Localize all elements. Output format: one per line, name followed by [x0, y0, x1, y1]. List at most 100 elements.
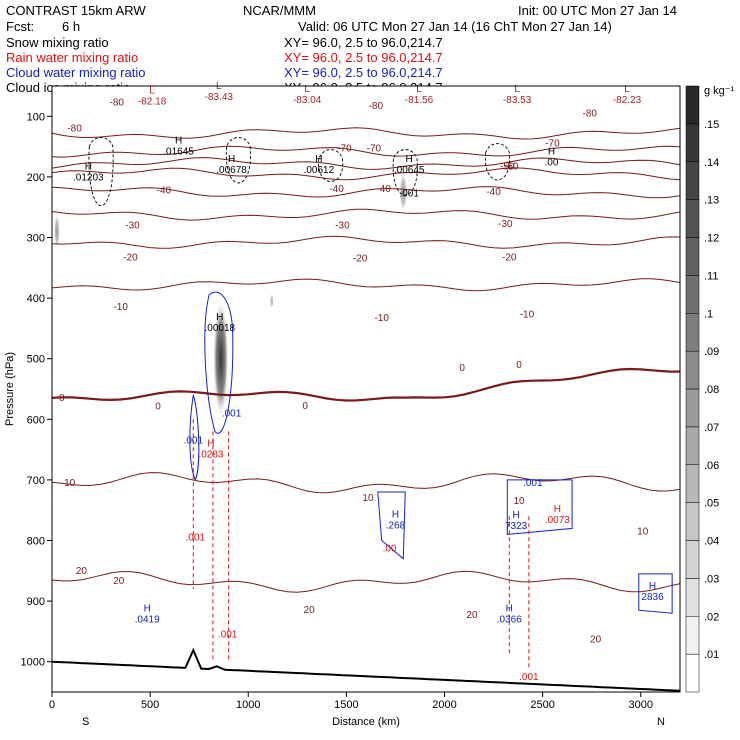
- colorbar-tick-label: .04: [704, 536, 719, 548]
- cloud-ice-contour: [225, 137, 251, 184]
- colorbar-tick-label: .14: [704, 157, 719, 169]
- colorbar-tick-label: .12: [704, 233, 719, 245]
- low-marker: L: [514, 84, 520, 95]
- plot-area: [52, 86, 680, 692]
- high-marker: H: [144, 603, 151, 614]
- contour-label: -10: [374, 313, 389, 324]
- contour-label: 0: [516, 360, 522, 371]
- contour-label: -80: [110, 97, 125, 108]
- contour-line: [51, 145, 681, 158]
- contour-label: 20: [590, 634, 602, 645]
- colorbar-segment: [685, 502, 700, 541]
- colorbar-tick-label: .01: [704, 649, 719, 661]
- low-marker: L: [216, 81, 222, 92]
- value-label: .001: [523, 478, 543, 489]
- colorbar-tick-label: .02: [704, 611, 719, 623]
- marker-value: .01203: [73, 173, 104, 184]
- colorbar-tick-label: .08: [704, 384, 719, 396]
- colorbar-tick-label: .15: [704, 119, 719, 131]
- contour-line: [51, 278, 681, 292]
- marker-value: .01645: [163, 147, 194, 158]
- marker-value: .00645: [394, 165, 425, 176]
- value-label: .001: [184, 436, 204, 447]
- contour-label: 10: [637, 526, 649, 537]
- contour-line: [51, 167, 681, 181]
- marker-value: .00018: [204, 323, 235, 334]
- contour-label: 10: [64, 478, 76, 489]
- colorbar-tick-label: .07: [704, 422, 719, 434]
- marker-value: -82.18: [138, 96, 167, 107]
- colorbar-segment: [685, 350, 700, 390]
- marker-value: .00678: [216, 165, 247, 176]
- model-title: CONTRAST 15km ARW: [6, 3, 146, 18]
- colorbar-tick-label: .1: [704, 308, 713, 320]
- y-tick-label: 700: [27, 475, 45, 487]
- moisture-contours: [88, 137, 673, 668]
- init-time: Init: 00 UTC Mon 27 Jan 14: [518, 3, 677, 18]
- contour-label: -50: [504, 162, 519, 173]
- marker-value: .0073: [545, 515, 570, 526]
- marker-value: -82.23: [613, 95, 642, 106]
- marker-value: .268: [386, 520, 406, 531]
- temperature-contours: [51, 127, 681, 692]
- plot-frame: [51, 85, 681, 693]
- contour-label: -20: [123, 253, 138, 264]
- high-marker: H: [315, 154, 322, 165]
- high-marker: H: [649, 581, 656, 592]
- contour-label: 20: [76, 566, 88, 577]
- center-title: NCAR/MMM: [243, 3, 316, 18]
- colorbar-tick-label: .11: [704, 270, 718, 282]
- marker-value: .0283: [198, 450, 223, 461]
- high-marker: H: [216, 312, 223, 323]
- high-marker: H: [406, 154, 413, 165]
- contour-label: -40: [486, 187, 501, 198]
- colorbar-unit: g kg⁻¹: [704, 85, 735, 97]
- x-tick-label: 3000: [629, 699, 653, 711]
- contour-label: -80: [67, 123, 82, 134]
- y-axis-label: Pressure (hPa): [4, 352, 16, 426]
- contour-label: 0: [59, 393, 65, 404]
- colorbar-tick-label: .09: [704, 346, 719, 358]
- contour-label: -20: [353, 254, 368, 265]
- contour-label: -30: [498, 219, 513, 230]
- field-snow-name: Snow mixing ratio: [6, 35, 109, 50]
- cloud-ice-contour: [88, 137, 114, 207]
- contour-line: [51, 208, 681, 221]
- contour-label: -50: [500, 162, 515, 173]
- valid-time: Valid: 06 UTC Mon 27 Jan 14 (16 ChT Mon …: [298, 19, 612, 34]
- north-label: N: [657, 716, 665, 728]
- contour-label: 20: [466, 610, 478, 621]
- low-marker: L: [624, 84, 630, 95]
- contour-label: -70: [545, 139, 560, 150]
- contour-label: 20: [304, 605, 316, 616]
- terrain-line: [51, 647, 681, 692]
- x-tick-label: 2500: [530, 699, 554, 711]
- fcst-value: 6 h: [62, 19, 80, 34]
- cloud-water-contour: [377, 491, 406, 560]
- contour-label: -40: [329, 184, 344, 195]
- contour-line: [51, 157, 681, 170]
- colorbar-segment: [685, 85, 700, 125]
- contour-line: [51, 472, 681, 494]
- x-tick-label: 0: [49, 699, 55, 711]
- cloud-water-contour: [204, 291, 234, 434]
- cloud-water-contour: [506, 479, 573, 535]
- field-cloudwater-name: Cloud water mixing ratio: [6, 65, 145, 80]
- extrema-markers: L-82.18L-83.43L-83.04L-81.56L-83.53L-82.…: [73, 81, 664, 625]
- marker-value: .00: [545, 157, 559, 168]
- high-marker: H: [207, 439, 214, 450]
- contour-line: [51, 127, 681, 140]
- contour-line: [51, 186, 681, 199]
- snow-shading: [399, 172, 408, 213]
- colorbar-segment: [685, 540, 700, 579]
- value-label: .001: [519, 672, 539, 683]
- contour-label: -20: [502, 253, 517, 264]
- colorbar: .01 .02 .03 .04 .05 .06 .07 .08 .09 .1 .11 .12 .13 .1…: [685, 85, 719, 693]
- colorbar-segment: [685, 653, 700, 693]
- contour-line: [51, 235, 681, 249]
- marker-value: 2836: [641, 592, 664, 603]
- cloud-water-contour: [638, 573, 673, 614]
- colorbar-segment: [685, 161, 700, 200]
- y-tick-label: 500: [27, 354, 45, 366]
- colorbar-segment: [685, 237, 700, 276]
